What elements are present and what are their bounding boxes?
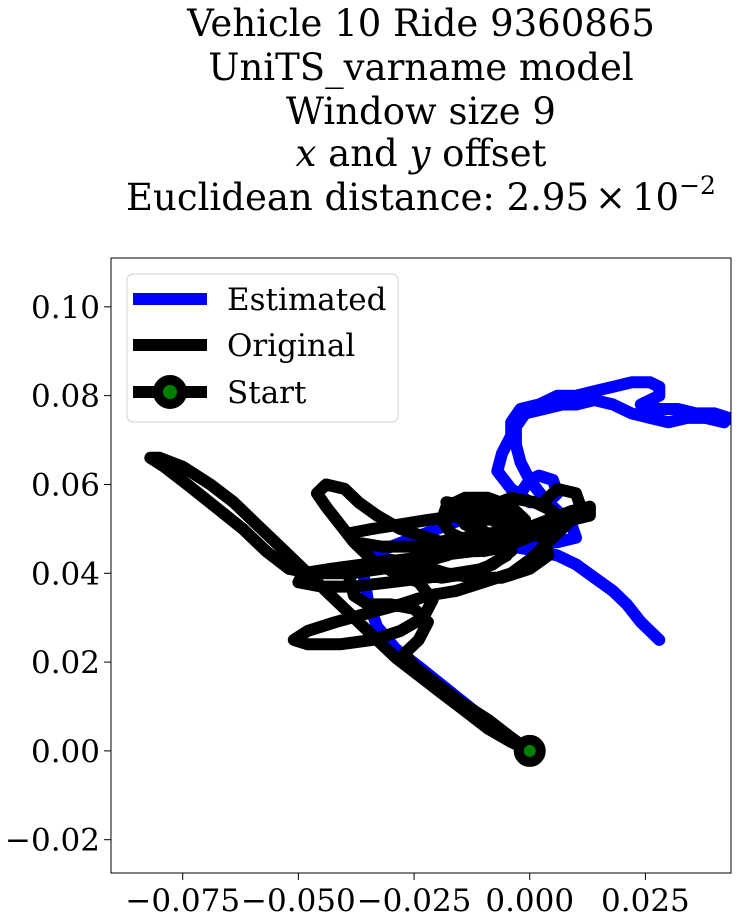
y-axis-ticks: −0.02 0.00 0.02 0.04 0.06 0.08 0.10 [5,290,111,859]
x-tick-label: −0.050 [241,883,356,919]
x-axis-ticks: −0.075 −0.050 −0.025 0.000 0.025 [125,873,690,919]
title-line-2: UniTS_varname model [208,46,633,90]
y-tick-label: 0.10 [31,290,100,326]
x-tick-label: 0.025 [601,883,690,919]
y-tick-label: 0.06 [31,467,100,503]
series-line-original [144,451,596,757]
title-line-1: Vehicle 10 Ride 9360865 [186,2,655,45]
title-y-var: y [408,132,432,175]
title-line-5: Euclidean distance: 2.95 × 10−2 [126,171,716,219]
y-tick-label: −0.02 [5,823,100,859]
x-tick-label: −0.075 [125,883,240,919]
legend-box [126,273,399,423]
x-tick-label: −0.025 [357,883,472,919]
y-tick-label: 0.00 [31,734,100,770]
plot-frame [110,257,732,874]
start-layer [513,734,546,767]
y-tick-label: 0.08 [31,379,100,415]
legend-label-original: Original [227,328,355,364]
legend: Estimated Original Start [126,273,399,423]
x-tick-label: 0.000 [485,883,574,919]
title-times: × [595,176,626,219]
title-exponent: −2 [679,171,716,200]
title-line-4: x and y offset [296,132,547,175]
series-layer [144,376,731,757]
y-tick-label: 0.02 [31,645,100,681]
title-and: and [316,132,409,175]
title-line-3: Window size 9 [286,90,556,133]
title-offset: offset [430,132,546,175]
legend-label-estimated: Estimated [227,282,386,318]
chart-title: Vehicle 10 Ride 9360865 UniTS_varname mo… [126,2,716,219]
title-x-var: x [296,132,317,175]
title-base: 10 [632,176,679,219]
start-marker [513,734,546,767]
y-tick-label: 0.04 [31,556,100,592]
title-distance-prefix: Euclidean distance: 2.95 [126,176,589,219]
legend-swatch-start-marker [153,375,187,409]
legend-label-start: Start [227,375,307,411]
